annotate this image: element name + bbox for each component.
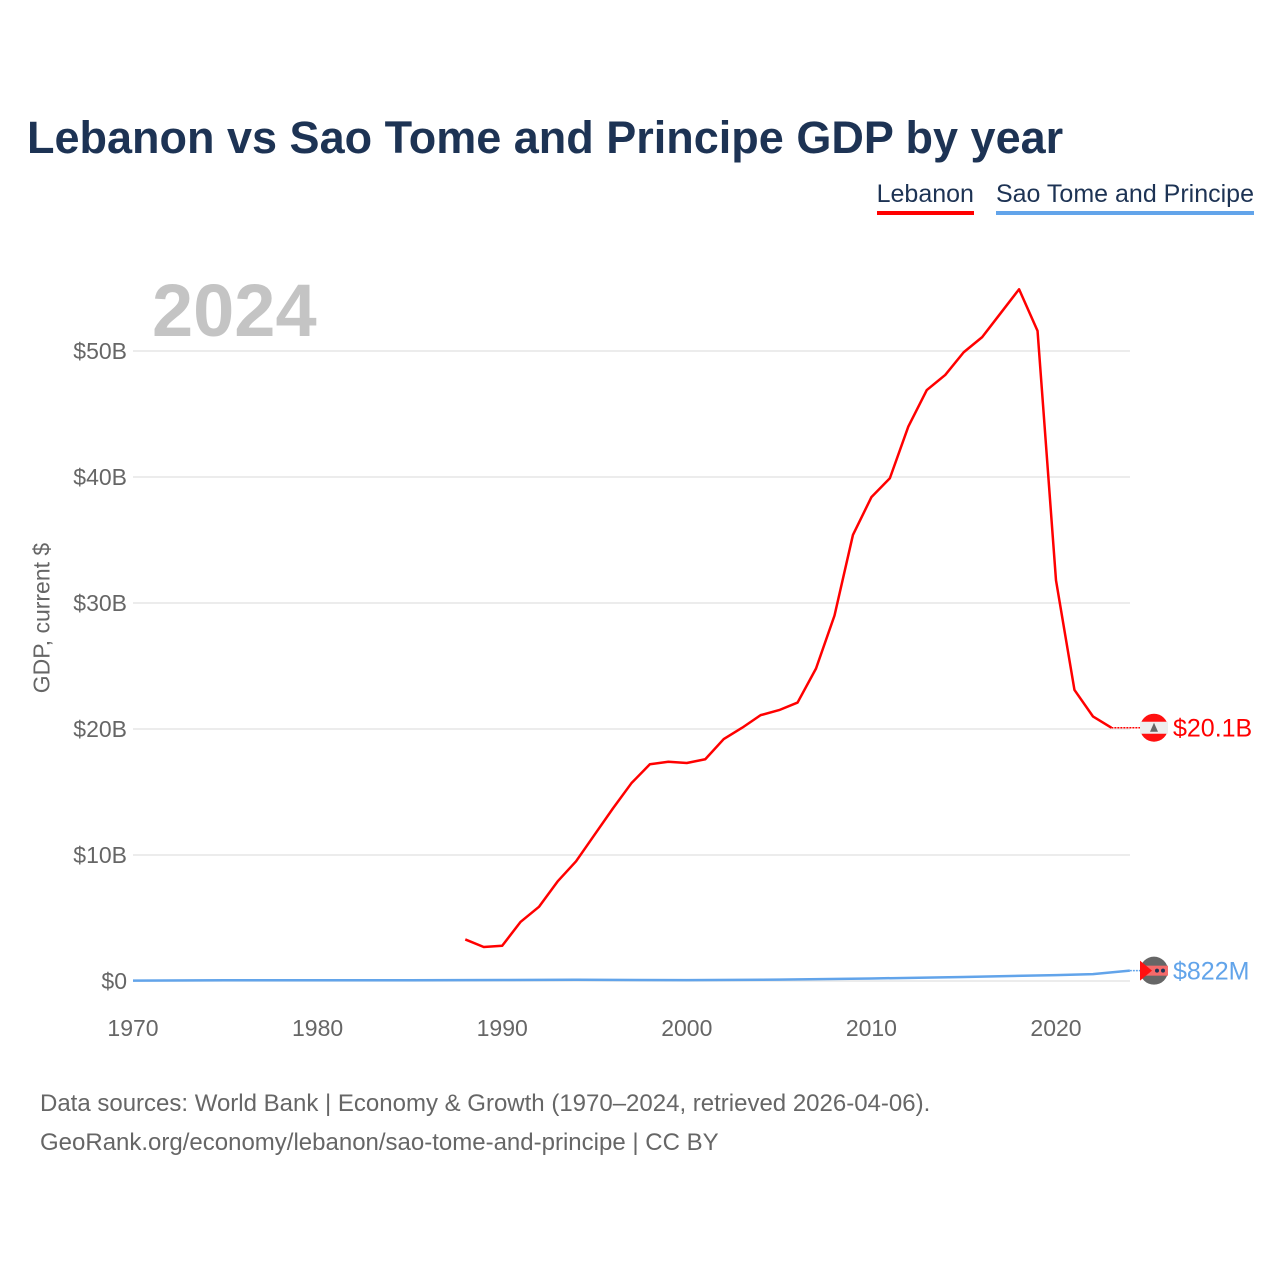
x-tick-label: 2020 bbox=[1030, 1015, 1081, 1041]
star-icon bbox=[1155, 968, 1159, 973]
y-tick-label: $0 bbox=[101, 968, 127, 994]
x-tick-label: 1980 bbox=[292, 1015, 343, 1041]
legend-lebanon[interactable]: Lebanon bbox=[876, 180, 974, 215]
star-icon bbox=[1161, 968, 1165, 973]
sao-tome-end-label: $822M bbox=[1173, 958, 1249, 986]
y-tick-label: $10B bbox=[73, 842, 127, 868]
y-tick-label: $30B bbox=[73, 590, 127, 616]
x-tick-label: 2000 bbox=[661, 1015, 712, 1041]
legend-sao-tome[interactable]: Sao Tome and Principe bbox=[995, 180, 1254, 215]
cedar-icon bbox=[1150, 722, 1158, 732]
y-tick-label: $50B bbox=[73, 338, 127, 364]
x-tick-label: 1990 bbox=[477, 1015, 528, 1041]
x-tick-label: 1970 bbox=[107, 1015, 158, 1041]
flag-triangle bbox=[1140, 960, 1152, 981]
y-tick-label: $20B bbox=[73, 716, 127, 742]
source-text: Data sources: World Bank | Economy & Gro… bbox=[40, 1084, 930, 1162]
y-tick-label: $40B bbox=[73, 464, 127, 490]
lebanon-line bbox=[464, 288, 1113, 949]
source-line-2[interactable]: GeoRank.org/economy/lebanon/sao-tome-and… bbox=[40, 1129, 719, 1156]
lebanon-end-label: $20.1B bbox=[1173, 715, 1252, 743]
legend: Lebanon Sao Tome and Principe bbox=[876, 180, 1254, 215]
x-tick-label: 2010 bbox=[846, 1015, 897, 1041]
source-line-1: Data sources: World Bank | Economy & Gro… bbox=[40, 1090, 931, 1117]
sao-tome-line bbox=[132, 969, 1130, 982]
year-label: 2024 bbox=[152, 269, 317, 352]
chart-title: Lebanon vs Sao Tome and Principe GDP by … bbox=[27, 112, 1064, 163]
